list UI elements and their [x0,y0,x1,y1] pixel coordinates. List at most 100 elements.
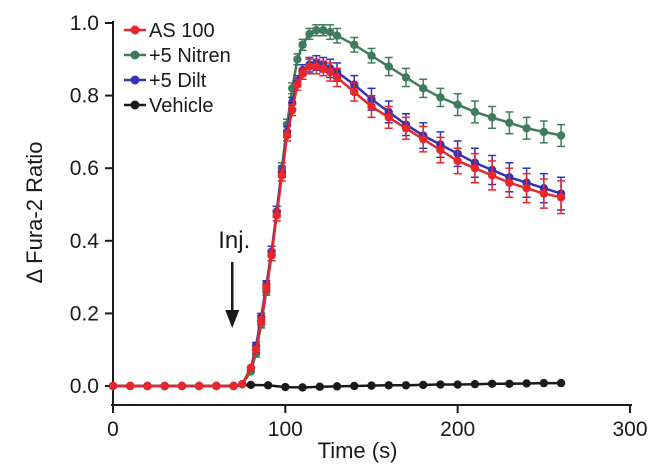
x-tick-label: 100 [268,418,303,441]
data-point [251,345,261,354]
data-point [272,211,281,220]
legend-label: Vehicle [149,95,214,117]
data-point [367,102,376,111]
data-point [350,40,359,49]
data-point [401,381,411,390]
axes-layer: 0.0 0.2 0.4 0.6 0.8 1.0 0 100 200 300 Time (s) Δ Fu… [22,12,648,463]
data-point [384,62,393,71]
data-point [293,80,302,89]
legend-item: AS 100 [124,20,215,42]
data-point [470,164,480,173]
data-point [194,381,204,391]
data-point [419,380,428,390]
data-point [246,380,256,390]
data-point [177,381,187,391]
injection-arrow-head [225,310,240,328]
data-point [505,379,514,389]
x-tick-label: 200 [440,418,475,441]
data-point [470,379,480,389]
data-point [246,363,256,373]
data-point [281,382,290,392]
data-point [556,131,566,140]
x-axis-title: Time (s) [318,438,398,463]
data-point [522,183,531,193]
legend-swatch-marker [130,50,140,60]
data-point [126,381,135,391]
y-tick-label: 0.4 [70,230,100,253]
data-point [305,62,314,71]
data-point [522,124,531,133]
x-tick-label: 0 [107,418,119,441]
data-point [556,378,566,388]
data-point [436,145,445,155]
data-point [539,189,549,198]
data-point [470,107,480,117]
data-point [505,178,514,187]
y-tick-label: 0.0 [70,375,99,398]
data-point [453,156,462,166]
y-tick-label: 1.0 [70,12,99,35]
data-point [325,67,335,77]
x-tick-label: 300 [612,418,647,441]
series-layer [108,24,566,392]
data-point [229,381,238,391]
data-point [453,380,462,389]
legend-swatch-marker [130,75,140,85]
data-point [298,383,307,392]
data-point [487,113,497,122]
data-point [325,27,335,37]
data-point [305,29,314,39]
data-point [298,69,307,79]
data-point [293,55,302,64]
data-point [212,381,221,391]
data-point [419,134,428,144]
data-point [505,118,514,128]
data-point [522,379,531,388]
data-point [315,382,324,391]
data-point [312,26,321,35]
injection-label: Inj. [218,227,250,254]
data-point [263,381,273,390]
data-point [257,316,266,325]
data-point [332,382,342,391]
data-point [238,379,247,389]
data-point [367,381,376,390]
series-as-100 [108,58,566,391]
data-point [350,381,359,391]
data-point [332,73,342,82]
legend-label: +5 Nitren [149,45,231,67]
y-tick-label: 0.2 [70,302,99,325]
data-point [367,51,376,60]
legend-label: +5 Dilt [149,70,207,92]
legend-swatch-marker [130,100,140,110]
data-point [298,40,307,49]
data-point [277,171,287,180]
data-point [282,131,292,140]
data-point [539,378,549,388]
data-point [539,127,549,137]
data-point [384,381,393,390]
data-point [312,62,321,71]
data-point [262,283,271,293]
data-point [436,380,445,389]
data-point [108,381,118,391]
data-point [319,64,328,73]
y-tick-label: 0.6 [70,157,99,180]
data-point [384,113,393,122]
data-point [487,379,497,389]
legend-item: Vehicle [124,95,214,117]
data-point [401,73,411,82]
data-point [419,84,428,93]
data-point [556,193,566,202]
legend-item: +5 Dilt [124,70,207,92]
data-point [436,93,445,102]
data-point [267,251,276,260]
y-axis-title: Δ Fura-2 Ratio [22,142,47,284]
annotation-layer: Inj. [218,227,250,328]
data-point [401,124,411,133]
data-point [319,26,328,35]
data-point [487,171,497,180]
data-point [288,105,297,115]
